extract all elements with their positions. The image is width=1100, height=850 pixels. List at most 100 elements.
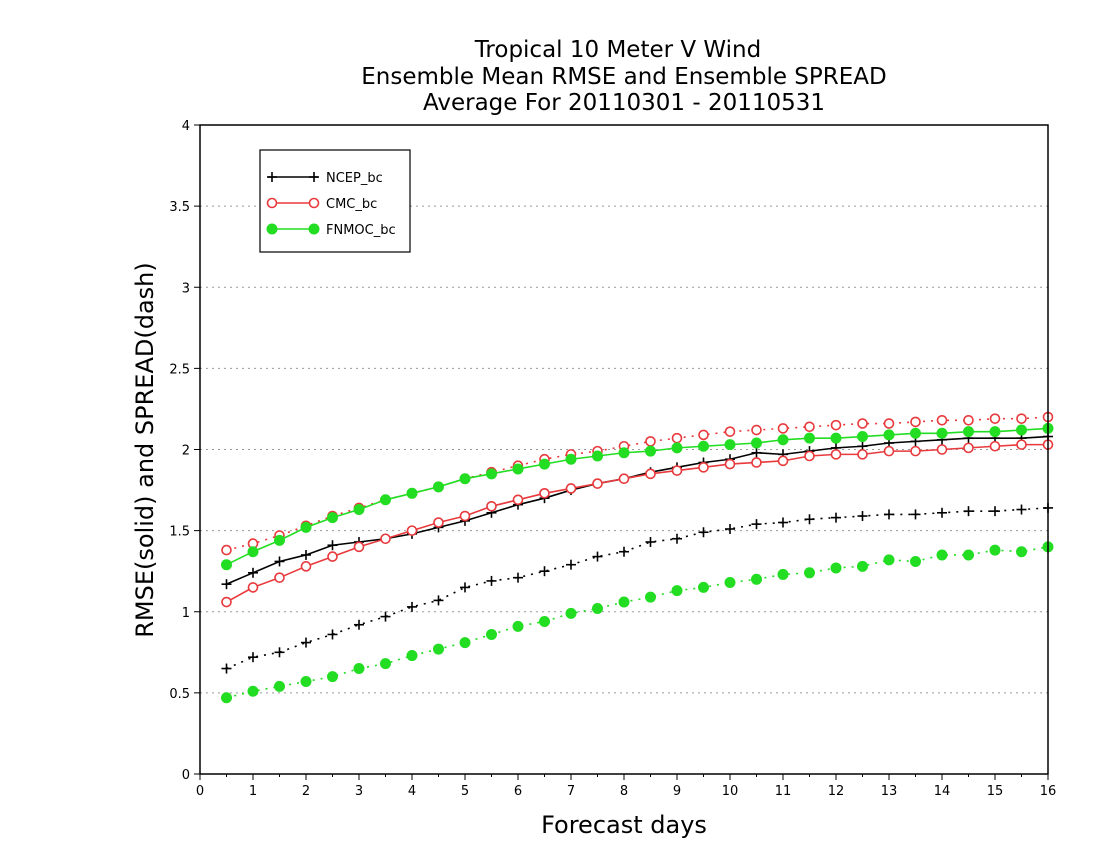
point-NCEP_bc-spread-22 <box>804 514 815 525</box>
y-tick-label-5: 2.5 <box>169 362 190 377</box>
point-NCEP_bc-spread-10 <box>486 575 497 586</box>
point-CMC_bc-spread-25 <box>883 418 895 429</box>
point-FNMOC_bc-spread-10 <box>486 628 497 640</box>
point-NCEP_bc-spread-24 <box>857 511 868 522</box>
point-CMC_bc-rmse-30 <box>1016 439 1027 450</box>
point-FNMOC_bc-rmse-15 <box>618 447 630 459</box>
point-FNMOC_bc-rmse-30 <box>1016 424 1027 436</box>
point-FNMOC_bc-spread-19 <box>724 577 736 589</box>
point-FNMOC_bc-spread-14 <box>592 603 603 615</box>
point-CMC_bc-rmse-5 <box>353 541 365 553</box>
x-tick-label-9: 9 <box>673 784 681 799</box>
x-tick-label-16: 16 <box>1040 784 1057 799</box>
point-FNMOC_bc-spread-7 <box>406 650 418 662</box>
point-CMC_bc-rmse-0 <box>221 596 232 608</box>
point-CMC_bc-rmse-22 <box>804 450 815 462</box>
point-FNMOC_bc-spread-29 <box>989 544 1001 556</box>
legend-label-FNMOC_bc: FNMOC_bc <box>326 223 396 238</box>
series-CMC_bc-spread-line <box>226 416 1049 551</box>
point-NCEP_bc-spread-14 <box>592 551 603 562</box>
legend-marker-end-CMC_bc <box>308 197 320 209</box>
point-NCEP_bc-rmse-4 <box>327 540 338 551</box>
point-CMC_bc-rmse-26 <box>910 445 921 457</box>
point-NCEP_bc-spread-13 <box>566 559 576 570</box>
x-tick-label-3: 3 <box>355 784 363 799</box>
point-FNMOC_bc-spread-20 <box>751 573 762 585</box>
point-CMC_bc-spread-29 <box>989 413 1001 424</box>
legend-marker-start-NCEP_bc <box>267 172 277 182</box>
point-FNMOC_bc-rmse-1 <box>247 546 259 558</box>
legend-marker-end-FNMOC_bc <box>308 223 320 235</box>
point-FNMOC_bc-spread-15 <box>618 596 630 608</box>
point-FNMOC_bc-rmse-27 <box>936 427 948 439</box>
x-tick-label-11: 11 <box>775 784 792 799</box>
point-FNMOC_bc-spread-9 <box>459 637 471 649</box>
point-CMC_bc-spread-20 <box>751 424 762 436</box>
point-NCEP_bc-spread-3 <box>301 637 311 648</box>
point-CMC_bc-spread-30 <box>1016 413 1027 424</box>
y-axis: 0 0.5 1 1.5 2 2.5 3 3.5 4 <box>169 119 200 783</box>
legend-marker-end-NCEP_bc <box>309 172 319 182</box>
point-FNMOC_bc-spread-21 <box>777 568 789 580</box>
point-CMC_bc-rmse-19 <box>724 458 736 470</box>
point-CMC_bc-rmse-25 <box>883 445 895 457</box>
series-layer <box>221 411 1054 704</box>
x-tick-label-14: 14 <box>934 784 951 799</box>
point-FNMOC_bc-rmse-26 <box>910 427 921 439</box>
point-FNMOC_bc-spread-23 <box>830 562 842 574</box>
point-CMC_bc-rmse-18 <box>698 462 709 473</box>
point-FNMOC_bc-spread-16 <box>645 591 656 603</box>
y-tick-label-6: 3 <box>182 281 190 296</box>
series-CMC_bc-rmse-line <box>226 443 1048 603</box>
point-FNMOC_bc-rmse-6 <box>380 494 391 506</box>
point-FNMOC_bc-spread-8 <box>433 643 444 655</box>
point-FNMOC_bc-rmse-25 <box>883 429 895 441</box>
point-NCEP_bc-spread-0 <box>221 663 232 674</box>
point-NCEP_bc-spread-7 <box>407 601 417 612</box>
point-NCEP_bc-spread-18 <box>698 527 709 538</box>
series-CMC_bc <box>221 411 1054 608</box>
point-FNMOC_bc-rmse-28 <box>963 426 974 438</box>
point-CMC_bc-spread-24 <box>857 418 868 429</box>
point-FNMOC_bc-spread-26 <box>910 555 921 567</box>
legend-label-CMC_bc: CMC_bc <box>326 197 377 212</box>
point-FNMOC_bc-rmse-14 <box>592 450 603 462</box>
chart-title-line-3: Average For 20110301 - 20110531 <box>423 90 825 116</box>
point-NCEP_bc-spread-30 <box>1016 504 1027 515</box>
point-FNMOC_bc-spread-12 <box>539 615 550 627</box>
point-CMC_bc-rmse-17 <box>671 465 683 476</box>
point-FNMOC_bc-rmse-2 <box>274 534 285 546</box>
y-tick-label-2: 1 <box>182 606 190 621</box>
y-tick-label-3: 1.5 <box>169 525 190 540</box>
point-FNMOC_bc-spread-1 <box>247 685 259 697</box>
point-CMC_bc-spread-16 <box>645 436 656 447</box>
series-NCEP_bc <box>221 431 1053 674</box>
point-FNMOC_bc-rmse-17 <box>671 442 683 454</box>
point-CMC_bc-spread-27 <box>936 414 948 426</box>
point-FNMOC_bc-rmse-24 <box>857 431 868 443</box>
point-CMC_bc-rmse-21 <box>777 455 789 467</box>
point-CMC_bc-spread-0 <box>221 544 232 556</box>
point-FNMOC_bc-rmse-5 <box>353 504 365 516</box>
point-FNMOC_bc-spread-3 <box>300 676 312 688</box>
x-tick-label-15: 15 <box>987 784 1004 799</box>
point-CMC_bc-rmse-12 <box>539 488 550 499</box>
point-FNMOC_bc-rmse-8 <box>433 481 444 493</box>
point-NCEP_bc-spread-1 <box>248 652 258 663</box>
point-FNMOC_bc-spread-4 <box>327 671 338 683</box>
series-FNMOC_bc <box>221 422 1054 704</box>
point-FNMOC_bc-rmse-20 <box>751 437 762 449</box>
point-CMC_bc-rmse-1 <box>247 582 259 593</box>
point-NCEP_bc-spread-12 <box>539 566 550 577</box>
x-axis-title: Forecast days <box>541 811 707 839</box>
point-FNMOC_bc-rmse-13 <box>565 453 577 465</box>
chart-title-line-2: Ensemble Mean RMSE and Ensemble SPREAD <box>361 64 886 90</box>
point-FNMOC_bc-rmse-10 <box>486 468 497 480</box>
point-CMC_bc-rmse-11 <box>512 494 524 506</box>
y-axis-title: RMSE(solid) and SPREAD(dash) <box>131 262 159 638</box>
point-NCEP_bc-spread-9 <box>460 582 470 593</box>
point-FNMOC_bc-spread-24 <box>857 560 868 572</box>
point-NCEP_bc-spread-17 <box>672 533 682 544</box>
point-CMC_bc-rmse-7 <box>406 525 418 536</box>
point-NCEP_bc-spread-8 <box>433 595 444 606</box>
